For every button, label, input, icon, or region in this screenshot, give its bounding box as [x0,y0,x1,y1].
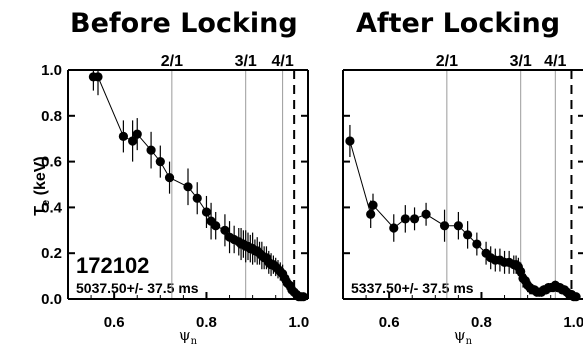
chart-title: Before Locking [70,8,298,39]
data-point-5 [146,145,156,155]
data-point-10 [201,207,212,217]
data-point-13 [220,225,230,235]
y-tick-label-5: 1.0 [41,62,62,79]
rational-surface-label-1: 3/1 [510,53,532,70]
x-tick-label-2: 1.0 [288,314,309,331]
data-point-1 [93,72,103,82]
y-tick-label-3: 0.6 [41,154,62,171]
x-axis-label: ψn [454,326,473,347]
panel-before-locking: Before Locking Te (keV) ψn 172102 5037.5… [32,8,309,347]
time-window-label: 5037.50+/- 37.5 ms [76,280,199,296]
panel-after-locking: After Locking ψn 5337.50+/- 37.5 ms 2/1 3… [342,8,583,347]
y-tick-label-2: 0.4 [41,199,63,216]
x-tick-label-0: 0.6 [104,314,125,331]
data-point-9 [192,193,202,203]
rational-surface-label-0: 2/1 [161,53,183,70]
data-point-2 [118,131,128,142]
chart-title: After Locking [356,8,560,39]
x-tick-label-1: 0.8 [196,314,217,331]
data-point-6 [421,209,431,219]
data-point-8 [453,221,463,231]
time-window-label: 5337.50+/- 37.5 ms [351,280,474,296]
data-point-7 [164,173,175,183]
x-axis-label: ψn [179,326,198,347]
data-point-12 [211,221,221,231]
data-point-8 [183,182,193,192]
rational-surface-label-1: 3/1 [235,53,257,70]
rational-surface-label-2: 4/1 [271,53,293,70]
x-tick-label-2: 1.0 [563,314,583,331]
data-point-4 [400,214,410,224]
rational-surface-label-0: 2/1 [436,53,458,70]
x-tick-label-1: 0.8 [471,314,492,331]
shot-number: 172102 [76,253,149,278]
data-point-3 [128,136,138,146]
data-point-3 [389,223,399,233]
data-point-10 [472,239,482,249]
data-point-9 [463,230,473,240]
y-tick-label-0: 0.0 [41,291,62,308]
y-tick-label-1: 0.2 [41,245,62,262]
profile-line [349,140,577,298]
data-point-2 [368,200,378,210]
rational-surface-label-2: 4/1 [544,53,566,70]
data-point-0 [345,136,355,146]
data-point-6 [155,157,165,167]
y-axis-label: Te (keV) [32,156,52,215]
x-tick-label-0: 0.6 [379,314,400,331]
y-tick-label-4: 0.8 [41,108,62,125]
data-point-7 [439,221,450,231]
data-point-5 [409,214,420,224]
data-point-4 [132,129,142,139]
data-point-1 [366,209,376,219]
